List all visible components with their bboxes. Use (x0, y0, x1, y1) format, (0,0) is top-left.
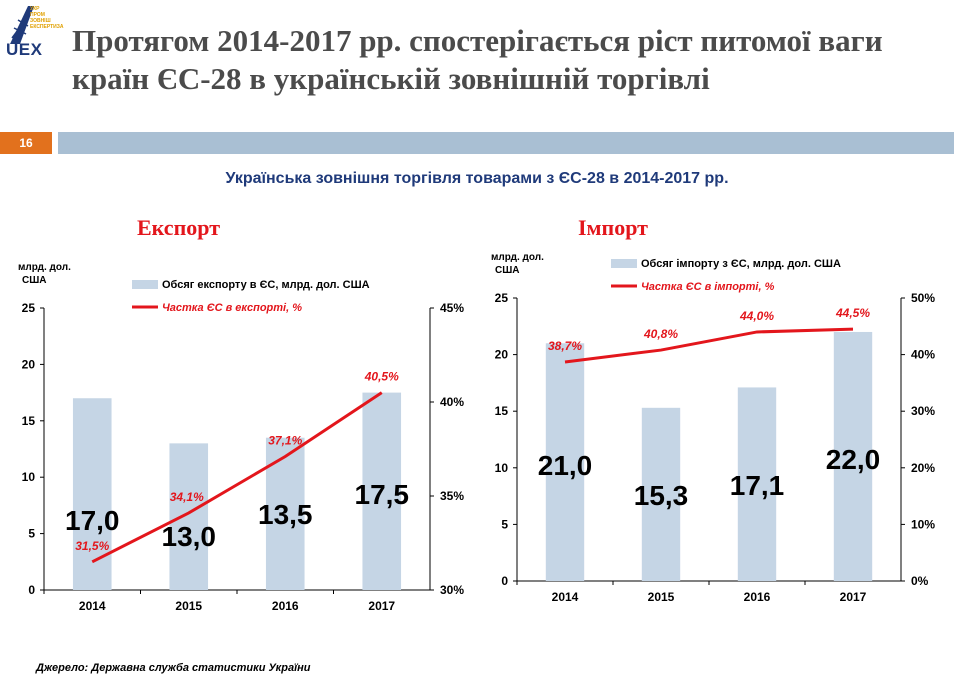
y-tick-label: 25 (495, 291, 509, 305)
unit-label-line1: млрд. дол. (18, 262, 71, 273)
y2-tick-label: 10% (911, 517, 935, 531)
y2-tick-label: 35% (440, 489, 464, 503)
y2-tick-label: 30% (911, 404, 935, 418)
y2-tick-label: 0% (911, 574, 929, 588)
bar (72, 398, 112, 590)
chart-subtitle: Українська зовнішня торгівля товарами з … (225, 170, 729, 187)
y2-tick-label: 20% (911, 461, 935, 475)
legend-line-label: Частка ЄС в експорті, % (162, 302, 302, 314)
y-tick-label: 5 (501, 517, 508, 531)
y-tick-label: 20 (22, 357, 36, 371)
unit-label-line2: США (22, 275, 47, 286)
y-tick-label: 0 (28, 583, 35, 597)
page-number: 16 (0, 132, 52, 154)
x-tick-label: 2015 (648, 590, 675, 604)
y2-tick-label: 40% (911, 348, 935, 362)
y-tick-label: 15 (495, 404, 509, 418)
x-tick-label: 2016 (272, 599, 299, 613)
page-title: Протягом 2014-2017 рр. спостерігається р… (72, 23, 883, 96)
x-tick-label: 2014 (552, 590, 579, 604)
bar-value-label: 17,1 (730, 470, 785, 501)
export-chart-title: Експорт (137, 215, 220, 240)
y-tick-label: 10 (22, 470, 36, 484)
y2-tick-label: 40% (440, 395, 464, 409)
bar (362, 392, 402, 590)
bar-value-label: 22,0 (826, 444, 881, 475)
share-line (564, 327, 854, 364)
bar (641, 407, 681, 581)
x-tick-label: 2017 (840, 590, 867, 604)
bar (545, 343, 585, 581)
unit-label-line1: млрд. дол. (491, 252, 544, 263)
legend-bar-swatch (132, 280, 158, 289)
source-note: Джерело: Державна служба статистики Укра… (36, 662, 311, 674)
bar-value-label: 17,5 (355, 479, 410, 510)
bar-value-label: 13,5 (258, 499, 313, 530)
share-value-label: 40,5% (364, 370, 399, 384)
share-value-label: 31,5% (75, 539, 109, 553)
logo (6, 4, 66, 60)
x-tick-label: 2017 (368, 599, 395, 613)
logo-subtitle: УКР ПРОМ ЗОВНІШ ЕКСПЕРТИЗА (30, 6, 64, 30)
export-chart: млрд. дол. США Обсяг експорту в ЄС, млрд. … (18, 262, 464, 613)
bar (833, 331, 873, 581)
bar-value-label: 13,0 (162, 521, 217, 552)
x-tick-label: 2014 (79, 599, 106, 613)
import-chart: млрд. дол. США Обсяг імпорту з ЄС, млрд. д… (491, 252, 935, 604)
legend-bar-label: Обсяг імпорту з ЄС, млрд. дол. США (641, 258, 841, 270)
y-tick-label: 10 (495, 461, 509, 475)
y-tick-label: 20 (495, 348, 509, 362)
bar-value-label: 21,0 (538, 450, 593, 481)
y-tick-label: 5 (28, 527, 35, 541)
share-value-label: 44,0% (739, 309, 774, 323)
import-chart-title: Імпорт (578, 215, 648, 240)
unit-label-line2: США (495, 265, 520, 276)
share-value-label: 37,1% (268, 434, 302, 448)
y2-tick-label: 30% (440, 583, 464, 597)
y2-tick-label: 50% (911, 291, 935, 305)
legend-line-label: Частка ЄС в імпорті, % (641, 281, 775, 293)
x-tick-label: 2015 (175, 599, 202, 613)
y2-tick-label: 45% (440, 301, 464, 315)
bar (169, 443, 209, 590)
share-value-label: 38,7% (548, 339, 582, 353)
share-value-label: 44,5% (835, 306, 870, 320)
x-tick-label: 2016 (744, 590, 771, 604)
y-tick-label: 15 (22, 414, 36, 428)
bar (737, 387, 777, 581)
logo-tower-icon (10, 6, 34, 44)
bar-value-label: 15,3 (634, 480, 689, 511)
divider-strip (58, 132, 954, 154)
bar-value-label: 17,0 (65, 505, 120, 536)
logo-text: UEX (6, 40, 43, 59)
y-tick-label: 25 (22, 301, 36, 315)
share-line (91, 391, 383, 564)
share-value-label: 40,8% (643, 327, 678, 341)
y-tick-label: 0 (501, 574, 508, 588)
legend-bar-label: Обсяг експорту в ЄС, млрд. дол. США (162, 279, 370, 291)
share-value-label: 34,1% (170, 490, 204, 504)
legend-bar-swatch (611, 259, 637, 268)
